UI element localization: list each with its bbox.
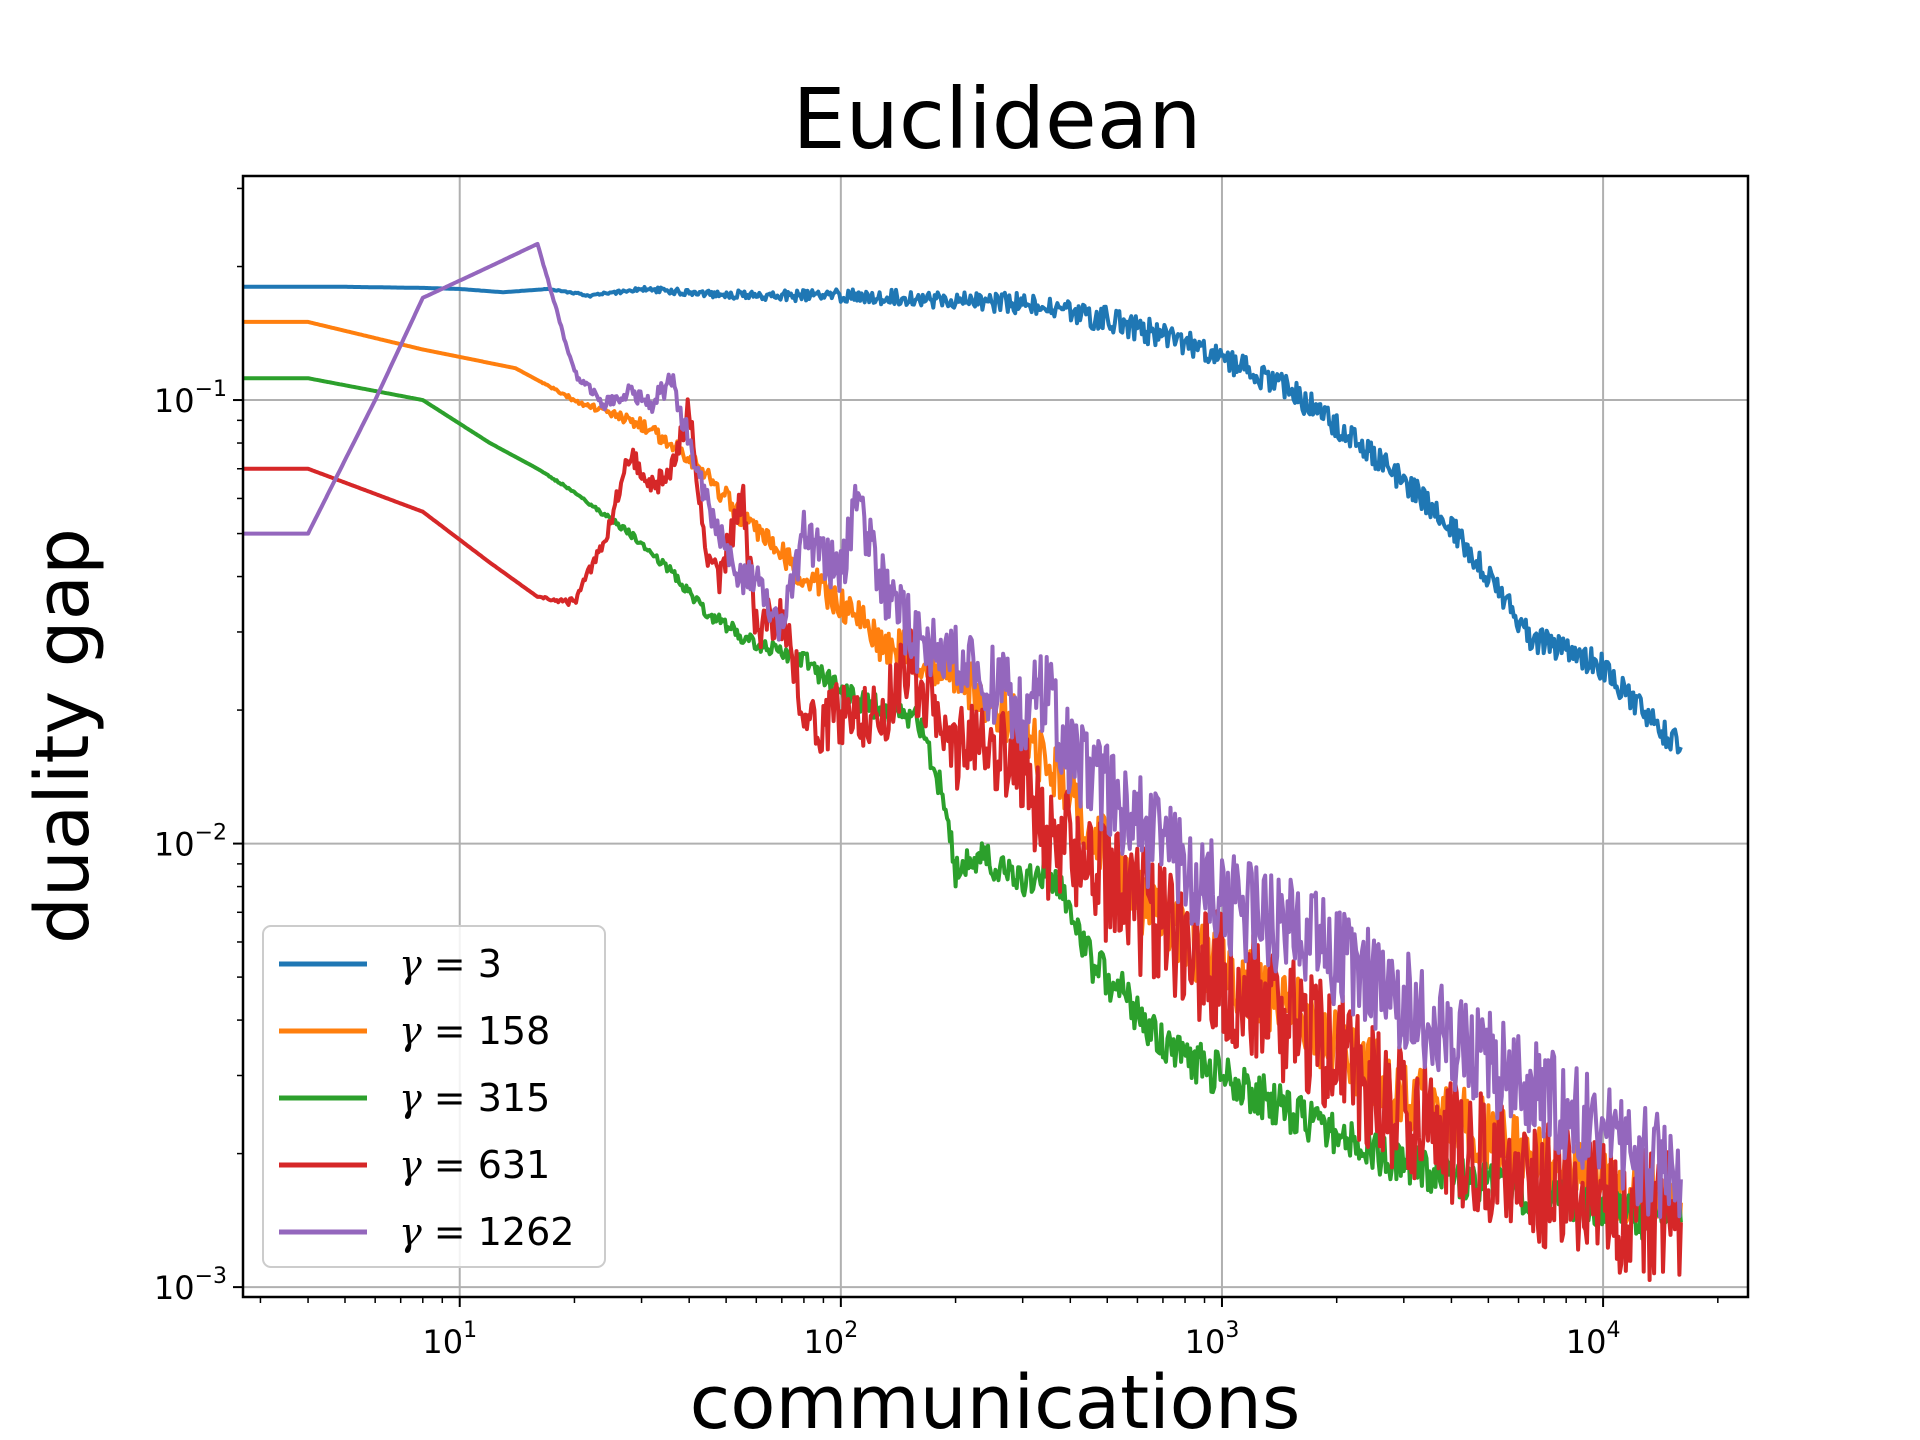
- legend-label: γ = 631: [399, 1143, 550, 1187]
- legend-equals: =: [422, 942, 478, 986]
- y-tick-base: 10: [154, 1269, 195, 1307]
- series-line: [242, 284, 1683, 755]
- legend-label: γ = 1262: [399, 1210, 574, 1254]
- x-tick-exponent: 2: [844, 1318, 858, 1343]
- legend-gamma: γ: [399, 942, 422, 986]
- series-line: [242, 241, 1683, 1219]
- legend-value: 631: [478, 1143, 551, 1187]
- legend-equals: =: [422, 1210, 478, 1254]
- x-tick-exponent: 3: [1225, 1318, 1239, 1343]
- y-tick-base: 10: [154, 826, 195, 864]
- x-tick-base: 10: [422, 1323, 463, 1361]
- x-tick-label: 101: [422, 1318, 477, 1361]
- plot-lines: [242, 241, 1683, 1282]
- legend-gamma: γ: [399, 1076, 422, 1120]
- x-tick-exponent: 1: [463, 1318, 477, 1343]
- legend-equals: =: [422, 1009, 478, 1053]
- x-axis-ticks: 101 102 103 104: [422, 1297, 1620, 1361]
- y-axis-ticks: 10−310−210−1: [154, 377, 243, 1307]
- x-tick-base: 10: [1566, 1323, 1607, 1361]
- legend-value: 1262: [478, 1210, 575, 1254]
- y-axis-label: duality gap: [20, 528, 106, 944]
- legend-box: [262, 925, 606, 1268]
- y-tick-exponent: −2: [195, 821, 227, 846]
- legend-value: 315: [478, 1076, 551, 1120]
- chart-title: Euclidean: [793, 70, 1202, 168]
- legend-value: 158: [478, 1009, 551, 1053]
- x-tick-label: 102: [803, 1318, 858, 1361]
- legend-gamma: γ: [399, 1210, 422, 1254]
- x-tick-label: 103: [1185, 1318, 1240, 1361]
- legend-equals: =: [422, 1076, 478, 1120]
- legend-gamma: γ: [399, 1143, 422, 1187]
- x-tick-exponent: 4: [1606, 1318, 1620, 1343]
- legend-label: γ = 158: [399, 1009, 550, 1053]
- legend-value: 3: [478, 942, 502, 986]
- x-tick-base: 10: [803, 1323, 844, 1361]
- legend-equals: =: [422, 1143, 478, 1187]
- legend-label: γ = 3: [399, 942, 502, 986]
- y-tick-label: 10−3: [154, 1264, 227, 1307]
- x-axis-label: communications: [690, 1360, 1301, 1440]
- y-tick-base: 10: [154, 382, 195, 420]
- x-tick-label: 104: [1566, 1318, 1621, 1361]
- y-tick-label: 10−2: [154, 821, 227, 864]
- legend-label: γ = 315: [399, 1076, 550, 1120]
- x-tick-base: 10: [1185, 1323, 1226, 1361]
- series-line: [242, 376, 1683, 1241]
- y-tick-label: 10−1: [154, 377, 227, 420]
- series-line: [242, 397, 1683, 1282]
- y-tick-exponent: −3: [195, 1264, 227, 1289]
- y-tick-exponent: −1: [195, 377, 227, 402]
- plot-frame: [241, 174, 1750, 1299]
- legend-gamma: γ: [399, 1009, 422, 1053]
